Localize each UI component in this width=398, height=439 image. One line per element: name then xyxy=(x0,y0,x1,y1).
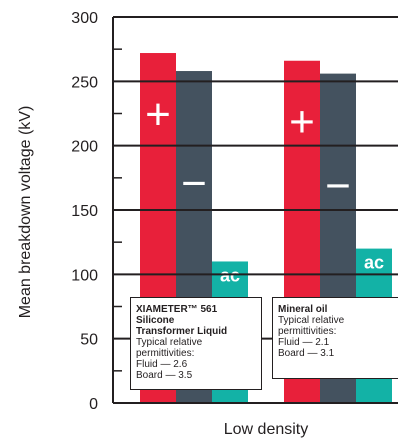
mineral-oil-box-line-2: permittivities: xyxy=(278,326,337,337)
bar-label-ac-2: ac xyxy=(364,253,384,273)
x-axis-label: Low density xyxy=(224,421,309,438)
silicone-annotation-box: XIAMETER™ 561 Silicone Transformer Liqui… xyxy=(130,297,262,390)
silicone-box-title-1: XIAMETER™ 561 Silicone xyxy=(136,304,218,326)
y-tick-label-250: 250 xyxy=(71,74,98,91)
silicone-box-line-2: permittivities: xyxy=(136,348,195,359)
y-tick-label-150: 150 xyxy=(71,203,98,220)
y-tick-label-0: 0 xyxy=(89,396,98,413)
mineral-oil-box-title: Mineral oil xyxy=(278,304,328,315)
mineral-oil-box-line-4: Board — 3.1 xyxy=(278,348,335,359)
y-tick-label-200: 200 xyxy=(71,139,98,156)
silicone-box-title-2: Transformer Liquid xyxy=(136,326,228,337)
silicone-box-line-4: Board — 3.5 xyxy=(136,370,193,381)
bar-label-ac-1: ac xyxy=(220,265,240,285)
silicone-box-line-3: Fluid — 2.6 xyxy=(136,359,188,370)
y-axis: 0 50 100 150 200 250 300 xyxy=(71,10,398,413)
silicone-box-line-1: Typical relative xyxy=(136,337,203,348)
y-axis-label: Mean breakdown voltage (kV) xyxy=(17,106,34,319)
y-tick-label-300: 300 xyxy=(71,10,98,27)
bar-label-negative-1: − xyxy=(181,159,207,208)
mineral-oil-annotation-box: Mineral oil Typical relative permittivit… xyxy=(272,297,398,379)
mineral-oil-box-line-1: Typical relative xyxy=(278,315,345,326)
mineral-oil-box-line-3: Fluid — 2.1 xyxy=(278,337,330,348)
bar-label-positive-2: + xyxy=(289,98,315,147)
bar-label-negative-2: − xyxy=(325,162,351,211)
y-tick-label-100: 100 xyxy=(71,267,98,284)
bar-label-positive-1: + xyxy=(145,90,171,139)
y-tick-label-50: 50 xyxy=(80,332,98,349)
